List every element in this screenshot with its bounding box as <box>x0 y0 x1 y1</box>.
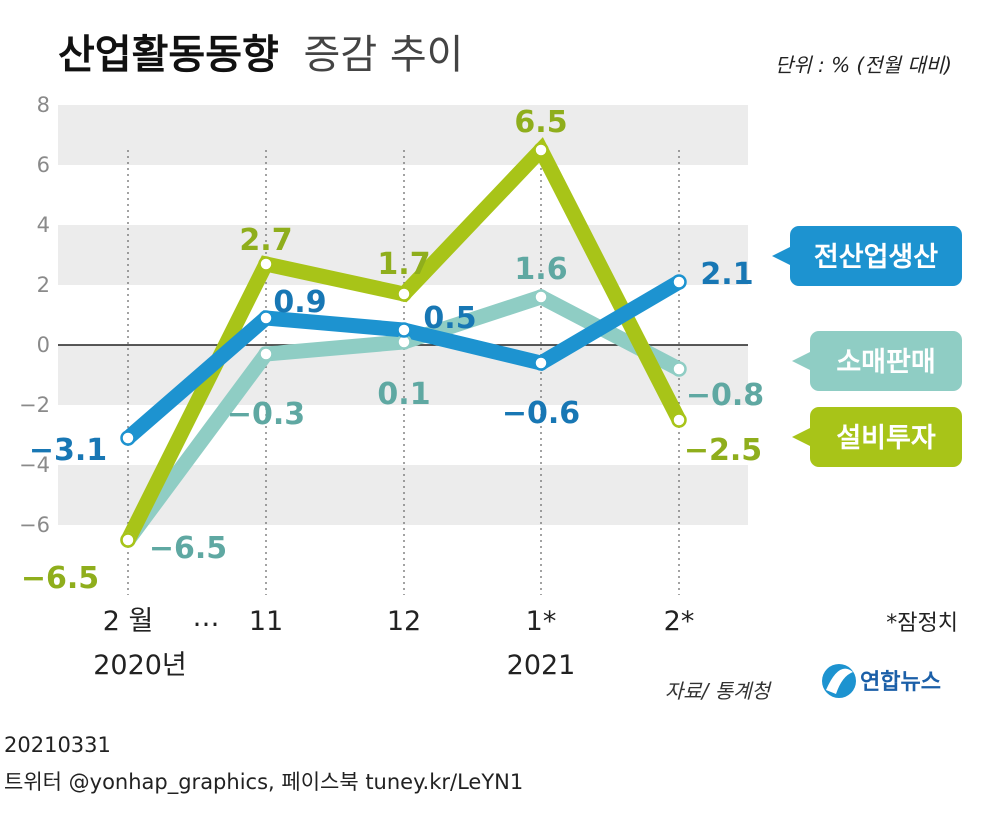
data-point <box>671 274 687 290</box>
x-tick-label: 12 <box>387 606 421 637</box>
data-label: 0.1 <box>377 377 430 412</box>
data-point <box>671 412 687 428</box>
data-labels: −6.5 −0.3 0.1 1.6 −0.8 −6.5 2.7 1.7 6.5 −2.5 −3.1 0… <box>21 105 764 596</box>
grid-band <box>58 225 748 285</box>
x-tick-label: 2 월 <box>103 606 154 637</box>
footer-date: 20210331 <box>4 733 111 757</box>
provisional-note: *잠정치 <box>886 611 958 636</box>
series-points <box>120 142 687 548</box>
x-year-label: 2021 <box>507 650 576 681</box>
data-label: 0.5 <box>423 301 476 336</box>
data-point <box>533 289 549 305</box>
data-point <box>533 355 549 371</box>
data-point <box>396 322 412 338</box>
source-label: 자료/ 통계청 <box>665 679 773 703</box>
y-tick-label: 8 <box>37 93 50 117</box>
y-tick-label: 4 <box>37 213 50 237</box>
legend-pointer <box>772 246 792 266</box>
x-tick-label: 11 <box>249 606 283 637</box>
x-tick-label: 1* <box>526 606 557 637</box>
chart: −6 −4 −2 0 2 4 6 8 2 월 11 12 1* 2* …2020년 2021 −6.5 −0… <box>19 32 962 703</box>
data-point <box>396 286 412 302</box>
footer-sns: 트위터 @yonhap_graphics, 페이스북 tuney.kr/LeYN… <box>4 770 524 794</box>
legend-pointer <box>792 351 812 371</box>
legend-label: 설비투자 <box>836 423 936 454</box>
legend-box <box>810 407 962 467</box>
data-label: −3.1 <box>29 433 107 468</box>
data-point <box>258 310 274 326</box>
x-ellipsis: … <box>193 602 220 633</box>
data-point <box>120 430 136 446</box>
grid-bands <box>58 105 748 525</box>
data-point <box>120 532 136 548</box>
legend-box <box>790 226 962 286</box>
legend-label: 전산업생산 <box>814 242 938 273</box>
y-tick-label: −2 <box>19 393 50 417</box>
data-label: 1.7 <box>377 247 430 282</box>
title-light: 증감 추이 <box>304 32 464 78</box>
data-label: −2.5 <box>684 433 762 468</box>
legend-pointer <box>792 427 812 447</box>
data-label: −6.5 <box>21 561 99 596</box>
logo-swoosh-icon <box>826 668 853 694</box>
data-label: −0.8 <box>686 378 764 413</box>
data-label: −6.5 <box>149 531 227 566</box>
data-label: 2.7 <box>239 223 292 258</box>
y-tick-label: −4 <box>19 453 50 477</box>
x-axis-ticks: 2 월 11 12 1* 2* …2020년 2021 <box>93 602 694 681</box>
legend-box <box>810 331 962 391</box>
y-tick-label: 2 <box>37 273 50 297</box>
legend-item: 전산업생산 <box>772 226 962 286</box>
x-year-label: 2020년 <box>93 650 187 681</box>
yonhap-logo: 연합뉴스 <box>822 664 941 698</box>
data-point <box>258 256 274 272</box>
y-tick-label: 0 <box>37 333 50 357</box>
data-label: −0.3 <box>227 397 305 432</box>
data-point <box>258 346 274 362</box>
x-tick-label: 2* <box>664 606 695 637</box>
data-label: −0.6 <box>502 396 580 431</box>
logo-text: 연합뉴스 <box>860 669 941 695</box>
legend-item: 소매판매 <box>792 331 962 391</box>
data-label: 6.5 <box>514 105 567 140</box>
y-axis-ticks: −6 −4 −2 0 2 4 6 8 <box>19 93 50 537</box>
y-tick-label: −6 <box>19 513 50 537</box>
grid-band <box>58 105 748 165</box>
chart-title: 산업활동동향 증감 추이 <box>58 32 463 78</box>
legend-item: 설비투자 <box>792 407 962 467</box>
data-label: 0.9 <box>273 285 326 320</box>
legend-label: 소매판매 <box>836 347 935 378</box>
data-point <box>671 361 687 377</box>
unit-label: 단위 : % (전월 대비) <box>775 53 952 77</box>
title-bold: 산업활동동향 <box>58 32 279 78</box>
data-point <box>533 142 549 158</box>
y-tick-label: 6 <box>37 153 50 177</box>
data-label: 2.1 <box>700 257 753 292</box>
data-label: 1.6 <box>514 252 567 287</box>
